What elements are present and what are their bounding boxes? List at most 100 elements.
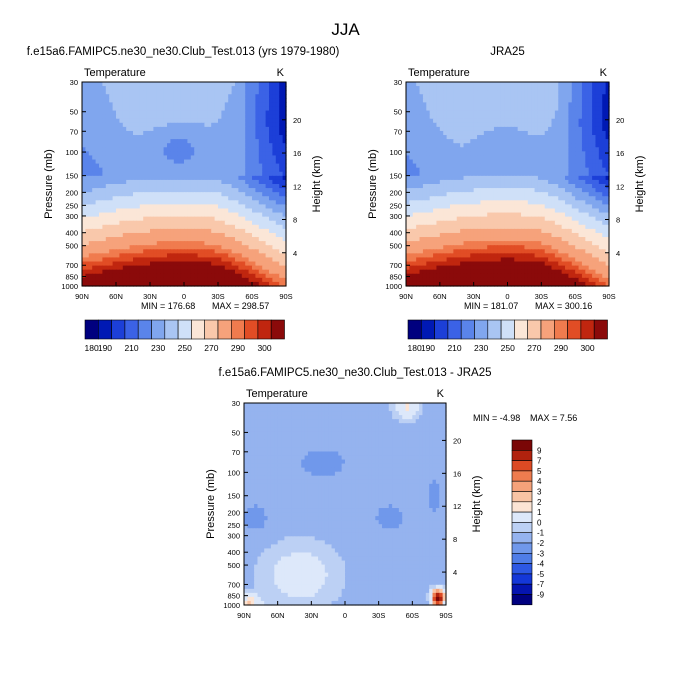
- field-cell: [517, 90, 522, 95]
- field-cell: [119, 126, 124, 132]
- field-cell: [180, 143, 185, 148]
- field-cell: [282, 212, 287, 218]
- field-cell: [510, 82, 515, 87]
- field-cell: [406, 118, 410, 124]
- field-cell: [241, 82, 246, 87]
- field-cell: [109, 196, 114, 201]
- field-cell: [150, 98, 154, 103]
- field-cell: [514, 98, 519, 103]
- field-cell: [224, 196, 229, 201]
- field-cell: [571, 82, 576, 87]
- field-cell: [255, 179, 260, 185]
- field-cell: [207, 188, 212, 193]
- field-cell: [282, 241, 287, 246]
- field-cell: [207, 167, 212, 173]
- field-cell: [85, 90, 90, 95]
- field-cell: [109, 281, 114, 287]
- field-cell: [156, 102, 161, 108]
- field-cell: [275, 179, 280, 185]
- field-cell: [255, 253, 260, 259]
- field-cell: [487, 114, 492, 120]
- field-cell: [558, 114, 563, 120]
- field-cell: [483, 179, 488, 185]
- field-cell: [95, 200, 100, 205]
- field-cell: [136, 118, 141, 124]
- field-cell: [99, 94, 103, 99]
- field-cell: [92, 273, 97, 279]
- field-cell: [211, 188, 216, 193]
- field-cell: [514, 196, 519, 201]
- field-cell: [204, 86, 209, 91]
- field-cell: [129, 228, 134, 234]
- field-cell: [504, 82, 509, 87]
- field-cell: [102, 261, 107, 267]
- field-cell: [517, 175, 522, 181]
- field-cell: [483, 208, 488, 214]
- field-cell: [568, 163, 573, 169]
- field-cell: [85, 175, 90, 181]
- field-cell: [197, 106, 202, 112]
- field-cell: [238, 208, 243, 214]
- field-cell: [235, 130, 239, 136]
- field-cell: [122, 253, 127, 259]
- field-cell: [129, 159, 134, 165]
- field-cell: [177, 130, 182, 136]
- field-cell: [477, 118, 482, 124]
- field-cell: [446, 98, 451, 103]
- field-cell: [517, 143, 522, 148]
- field-cell: [143, 241, 148, 246]
- field-cell: [146, 265, 151, 271]
- field-cell: [173, 232, 178, 238]
- field-cell: [194, 126, 199, 132]
- field-cell: [146, 200, 151, 205]
- field-cell: [548, 184, 553, 189]
- field-cell: [568, 159, 573, 165]
- field-cell: [105, 184, 110, 189]
- field-cell: [275, 118, 280, 124]
- field-cell: [177, 110, 182, 116]
- field-cell: [446, 94, 451, 99]
- field-cell: [585, 122, 590, 128]
- field-cell: [602, 126, 607, 132]
- field-cell: [109, 98, 114, 103]
- field-cell: [558, 188, 563, 193]
- field-cell: [146, 184, 151, 189]
- field-cell: [238, 139, 243, 144]
- field-cell: [517, 135, 522, 140]
- field-cell: [201, 94, 205, 99]
- field-cell: [436, 98, 441, 103]
- field-cell: [262, 151, 267, 157]
- field-cell: [422, 184, 427, 189]
- field-cell: [122, 208, 127, 214]
- field-cell: [112, 147, 117, 152]
- field-cell: [139, 228, 144, 234]
- field-cell: [426, 159, 431, 165]
- field-cell: [139, 257, 144, 263]
- field-cell: [588, 143, 593, 148]
- field-cell: [463, 200, 468, 205]
- field-cell: [409, 118, 414, 124]
- field-cell: [207, 241, 212, 246]
- field-cell: [279, 208, 284, 214]
- field-cell: [477, 163, 482, 169]
- field-cell: [95, 253, 100, 259]
- field-cell: [150, 110, 154, 116]
- field-cell: [578, 118, 583, 124]
- field-cell: [173, 130, 178, 136]
- field-cell: [473, 102, 478, 108]
- field-cell: [214, 110, 219, 116]
- field-cell: [177, 261, 182, 267]
- field-cell: [279, 114, 284, 120]
- field-cell: [416, 110, 421, 116]
- field-cell: [500, 130, 505, 136]
- field-cell: [136, 232, 141, 238]
- field-cell: [446, 122, 451, 128]
- field-cell: [204, 147, 209, 152]
- field-cell: [565, 126, 569, 132]
- field-cell: [126, 192, 131, 197]
- field-cell: [190, 249, 195, 254]
- field-cell: [581, 200, 586, 205]
- field-cell: [551, 147, 556, 152]
- field-cell: [269, 261, 273, 267]
- field-cell: [460, 179, 465, 185]
